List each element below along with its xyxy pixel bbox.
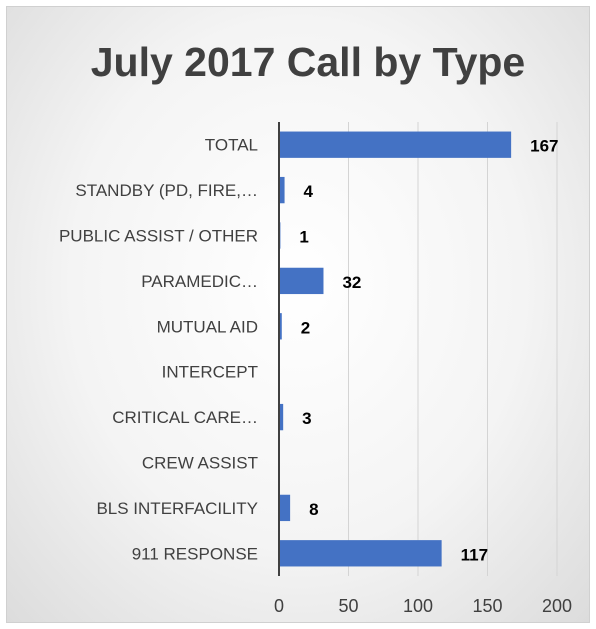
gridlines [348, 122, 558, 576]
category-label: MUTUAL AID [157, 317, 258, 336]
category-label: CREW ASSIST [142, 454, 258, 473]
data-label: 2 [301, 318, 310, 337]
bar [279, 267, 324, 295]
category-label: PUBLIC ASSIST / OTHER [59, 227, 258, 246]
x-tick-label: 0 [274, 596, 284, 616]
data-label: 8 [309, 500, 318, 519]
category-label: INTERCEPT [162, 363, 258, 382]
category-label: 911 RESPONSE [132, 544, 258, 563]
category-label: PARAMEDIC… [141, 272, 258, 291]
data-label: 4 [304, 182, 314, 201]
chart-title: July 2017 Call by Type [91, 39, 526, 85]
x-tick-labels: 0 50 100 150 200 [274, 596, 572, 616]
category-label: TOTAL [205, 136, 258, 155]
x-tick-label: 150 [472, 596, 502, 616]
bar [279, 313, 282, 340]
bar [279, 494, 291, 522]
category-label: BLS INTERFACILITY [96, 499, 258, 518]
bar [279, 403, 284, 431]
data-label: 1 [299, 228, 308, 247]
bar [279, 540, 442, 567]
chart-frame [6, 6, 590, 623]
x-tick-label: 100 [403, 596, 433, 616]
x-tick-label: 50 [338, 596, 358, 616]
data-label: 117 [461, 545, 488, 564]
data-label: 3 [302, 409, 311, 428]
data-label: 167 [530, 137, 558, 156]
data-labels: 167 4 1 32 2 3 8 117 [299, 137, 558, 565]
category-label: STANDBY (PD, FIRE,… [75, 181, 258, 200]
category-label: CRITICAL CARE… [112, 408, 258, 427]
category-labels: TOTAL STANDBY (PD, FIRE,… PUBLIC ASSIST / … [59, 136, 258, 564]
bars [279, 131, 512, 567]
x-tick-label: 200 [542, 596, 572, 616]
bar [279, 131, 512, 158]
data-label: 32 [342, 273, 361, 292]
bar [279, 176, 285, 204]
